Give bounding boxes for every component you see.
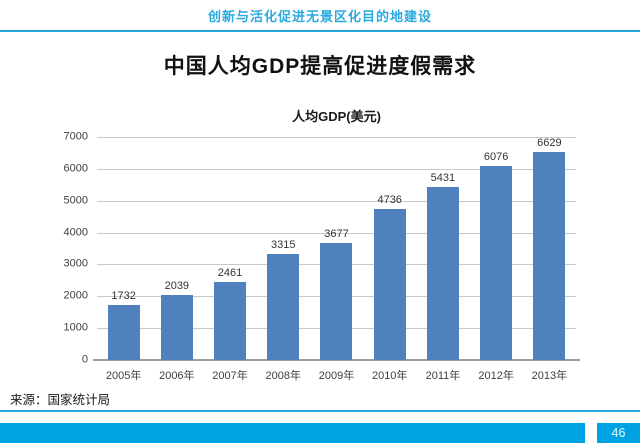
bar-column: 4736 [363, 137, 416, 360]
bar-value-label: 4736 [377, 194, 402, 207]
bar[interactable] [107, 304, 140, 360]
bar-value-label: 2461 [217, 266, 243, 279]
bar-column: 6629 [523, 137, 576, 360]
x-axis-tick-label: 2010年 [371, 370, 408, 382]
bar-column: 5431 [416, 137, 469, 360]
y-axis-tick-label: 1000 [63, 321, 88, 334]
bar[interactable] [373, 209, 406, 360]
y-axis-tick-label: 4000 [63, 226, 88, 239]
y-axis-tick-label: 3000 [63, 257, 88, 270]
bar-chart: 人均GDP(美元) 0 1000 2000 3000 4000 5000 6000 7000 … [0, 100, 640, 392]
footer-divider-line [0, 410, 640, 412]
bar-value-label: 5431 [430, 171, 456, 184]
x-axis-tick-label: 2005年 [105, 370, 142, 382]
x-axis-tick-label: 2008年 [265, 370, 301, 382]
gridline [97, 232, 576, 234]
x-axis-tick-label: 2006年 [159, 370, 195, 382]
y-axis-tick-label: 5000 [63, 194, 88, 207]
header-divider-line [0, 30, 640, 32]
x-axis-tick-label: 2007年 [212, 370, 248, 382]
x-axis-labels: 2005年 2006年 2007年 2008年 2009年 2010年 2011年 2012年… [97, 362, 576, 382]
bar-value-label: 3315 [271, 239, 296, 252]
plot-area: 1732 2039 2461 3315 3677 4736 5431 6076 6629 [93, 137, 580, 361]
bar-value-label: 1732 [111, 289, 136, 302]
slide-header-title: 创新与活化促进无景区化目的地建设 [207, 9, 432, 24]
bar-column: 3677 [310, 137, 363, 360]
x-axis-line [93, 359, 580, 361]
page-title: 中国人均GDP提高促进度假需求 [163, 55, 477, 78]
bar[interactable] [480, 166, 513, 360]
bar-column: 2461 [203, 137, 256, 360]
bar-column: 6076 [470, 137, 523, 360]
bar-series: 1732 2039 2461 3315 3677 4736 5431 6076 6629 [97, 137, 576, 360]
bar-value-label: 6629 [537, 137, 562, 149]
footer-bar [0, 423, 585, 443]
bar[interactable] [267, 254, 300, 360]
bar-column: 3315 [257, 137, 310, 360]
y-axis-labels: 0 1000 2000 3000 4000 5000 6000 7000 [0, 131, 92, 365]
source-note: 来源：国家统计局 [10, 393, 111, 407]
y-axis-tick-label: 0 [81, 353, 88, 366]
y-axis-tick-label: 7000 [63, 130, 88, 143]
bar[interactable] [533, 152, 566, 360]
bar[interactable] [320, 242, 353, 360]
x-axis-tick-label: 2011年 [425, 370, 461, 382]
gridline [97, 200, 576, 202]
y-axis-tick-label: 2000 [63, 289, 88, 302]
bar-value-label: 2039 [164, 280, 190, 293]
bar-column: 2039 [150, 137, 203, 360]
page-number-badge: 46 [597, 423, 640, 443]
gridline [97, 168, 576, 170]
x-axis-tick-label: 2009年 [318, 370, 355, 382]
bar-value-label: 3677 [324, 227, 349, 240]
y-axis-tick-label: 6000 [63, 162, 88, 175]
bar-column: 1732 [97, 137, 150, 360]
x-axis-tick-label: 2012年 [478, 370, 514, 382]
gridline [97, 137, 576, 138]
bar[interactable] [160, 295, 193, 360]
bar[interactable] [426, 186, 459, 360]
x-axis-tick-label: 2013年 [531, 370, 568, 382]
chart-title: 人均GDP(美元) [292, 109, 381, 124]
page-number: 46 [611, 426, 626, 440]
bar-value-label: 6076 [483, 151, 509, 164]
bar[interactable] [214, 281, 247, 360]
